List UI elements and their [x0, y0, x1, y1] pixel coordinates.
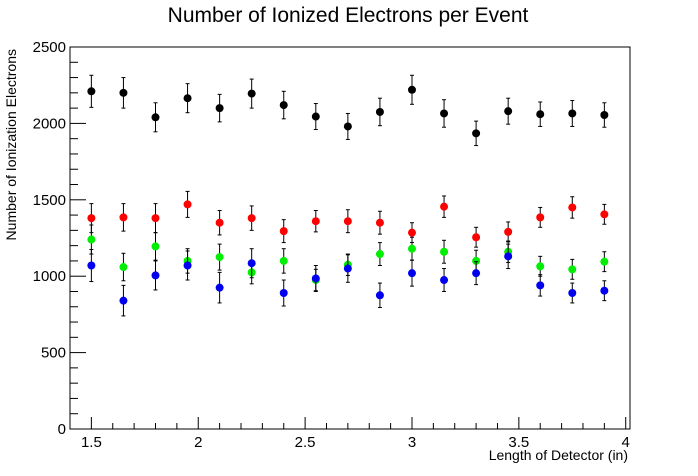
data-point [568, 265, 577, 274]
data-point [279, 101, 288, 110]
data-point [311, 274, 320, 283]
data-point [279, 289, 288, 298]
data-point [600, 257, 609, 266]
series-4 [87, 243, 609, 317]
data-point [536, 281, 545, 290]
y-tick-label: 0 [58, 421, 66, 438]
chart-title: Number of Ionized Electrons per Event [168, 4, 529, 27]
data-point [215, 104, 224, 113]
data-point [472, 233, 481, 242]
data-point [151, 242, 160, 251]
data-point [407, 85, 416, 94]
data-layer [87, 74, 609, 317]
data-point [119, 213, 128, 222]
series-1 [87, 74, 609, 147]
data-point [440, 247, 449, 256]
data-point [311, 217, 320, 226]
data-point [504, 107, 513, 116]
data-point [440, 202, 449, 211]
data-point [215, 253, 224, 262]
x-tick-label: 4 [622, 434, 630, 451]
y-tick-label: 500 [41, 345, 66, 362]
data-point [375, 218, 384, 227]
data-point [247, 89, 256, 98]
data-point [343, 264, 352, 273]
data-point [472, 256, 481, 265]
data-point [407, 228, 416, 237]
data-point [247, 214, 256, 223]
data-point [151, 271, 160, 280]
data-point [568, 203, 577, 212]
data-point [87, 87, 96, 96]
y-tick-label: 1500 [33, 192, 66, 209]
data-point [119, 88, 128, 97]
data-point [343, 122, 352, 131]
data-point [247, 259, 256, 268]
data-point [215, 218, 224, 227]
data-point [311, 112, 320, 121]
data-point [600, 210, 609, 219]
data-point [600, 110, 609, 119]
data-point [472, 129, 481, 138]
data-point [568, 109, 577, 118]
data-point [119, 263, 128, 272]
x-axis-ticks: 1.5 2 2.5 3 3.5 4 [69, 417, 630, 451]
data-point [568, 289, 577, 298]
x-tick-label: 3 [408, 434, 416, 451]
data-point [375, 250, 384, 259]
data-point [87, 214, 96, 223]
y-tick-label: 2500 [33, 39, 66, 56]
data-point [151, 113, 160, 122]
data-point [119, 296, 128, 305]
x-tick-label: 2 [194, 434, 202, 451]
data-point [151, 214, 160, 223]
data-point [375, 107, 384, 116]
x-axis-title: Length of Detector (in) [489, 447, 628, 463]
data-point [279, 256, 288, 265]
data-point [407, 269, 416, 278]
data-point [87, 261, 96, 270]
data-point [536, 110, 545, 119]
data-point [343, 217, 352, 226]
data-point [536, 262, 545, 271]
y-tick-label: 1000 [33, 268, 66, 285]
data-point [472, 269, 481, 278]
x-tick-label: 2.5 [295, 434, 316, 451]
data-point [440, 109, 449, 118]
data-point [215, 283, 224, 292]
plot-frame [69, 46, 631, 430]
data-point [536, 213, 545, 222]
data-point [504, 227, 513, 236]
data-point [183, 261, 192, 270]
x-tick-label: 3.5 [508, 434, 529, 451]
y-axis-ticks: 0 500 1000 1500 2000 2500 [33, 39, 86, 438]
y-tick-label: 2000 [33, 115, 66, 132]
data-point [279, 227, 288, 236]
data-point [183, 94, 192, 103]
data-point [600, 286, 609, 295]
data-point [87, 235, 96, 244]
data-point [183, 200, 192, 209]
data-point [375, 291, 384, 300]
data-point [504, 252, 513, 261]
y-axis-title: Number of Ionization Electrons [3, 49, 19, 240]
data-point [407, 244, 416, 253]
series-2 [87, 190, 609, 248]
x-tick-label: 1.5 [81, 434, 102, 451]
data-point [440, 276, 449, 285]
